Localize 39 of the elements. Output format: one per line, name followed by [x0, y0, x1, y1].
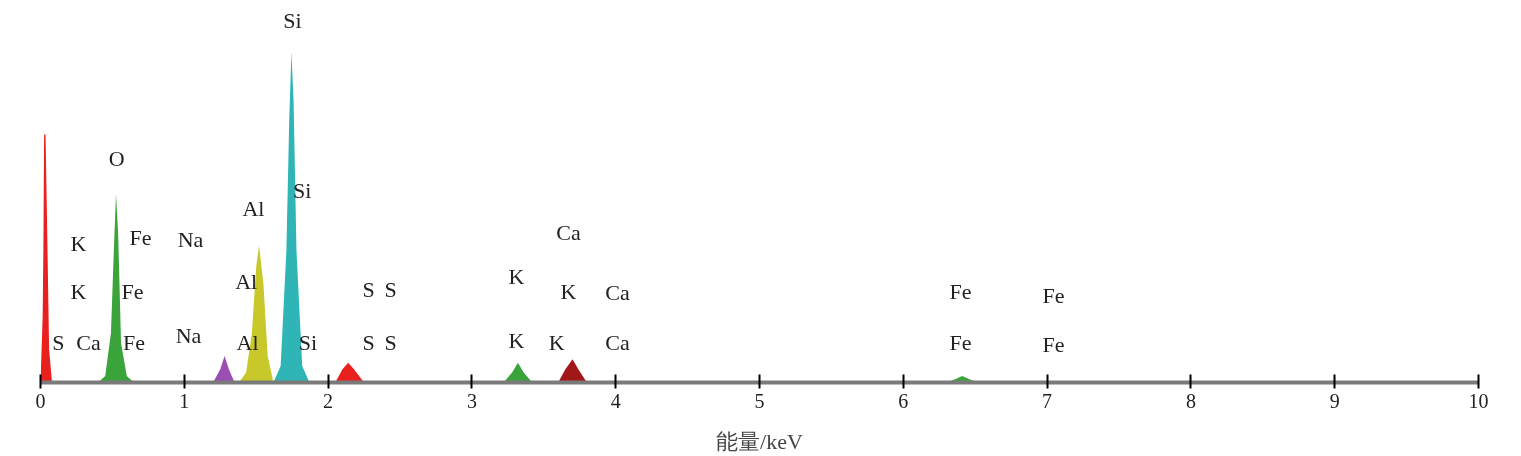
annotation: Na [177, 226, 204, 252]
x-tick-label: 1 [179, 389, 190, 412]
x-tick-label: 9 [1329, 389, 1340, 412]
annotation: S [52, 330, 65, 356]
x-tick-label: 10 [1468, 389, 1489, 412]
x-tick-label: 6 [898, 389, 909, 412]
annotation: K [70, 231, 87, 257]
x-tick-label: 8 [1185, 389, 1196, 412]
annotation: S [384, 330, 397, 356]
annotation: K [548, 330, 565, 356]
annotation: Fe [121, 279, 144, 305]
annotation: Fe [122, 330, 145, 356]
annotation: Al [242, 196, 265, 222]
x-tick-label: 7 [1042, 389, 1053, 412]
annotation: Ca [76, 330, 101, 356]
annotation: K [560, 279, 577, 305]
annotation: Ca [556, 220, 581, 246]
annotation: S [362, 330, 375, 356]
x-tick-label: 5 [754, 389, 765, 412]
x-tick-label: 0 [35, 389, 46, 412]
x-tick-label: 4 [610, 389, 621, 412]
x-tick-label: 2 [323, 389, 334, 412]
annotation: Ca [605, 280, 630, 306]
annotation: Fe [1042, 332, 1065, 358]
x-axis-title: 能量/keV [716, 428, 803, 454]
annotation: Ca [605, 330, 630, 356]
annotation: S [384, 277, 397, 303]
text: Si [283, 8, 302, 34]
annotation: K [508, 327, 525, 353]
annotation: Fe [949, 330, 972, 356]
annotation: Na [175, 323, 202, 349]
annotation: Fe [129, 224, 152, 250]
annotation: O [108, 145, 125, 171]
x-tick-label: 3 [466, 389, 477, 412]
annotation: K [70, 279, 87, 305]
annotation: Fe [949, 279, 972, 305]
annotation: Fe [1042, 282, 1065, 308]
annotation: S [362, 277, 375, 303]
annotation: K [508, 264, 525, 290]
